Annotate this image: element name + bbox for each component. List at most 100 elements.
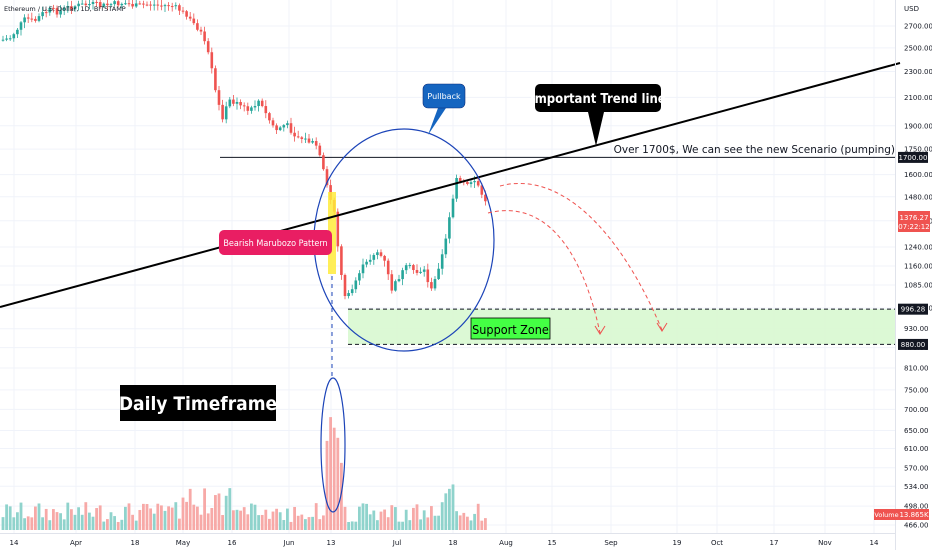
volume-bar bbox=[368, 514, 372, 530]
candle-body bbox=[5, 38, 8, 40]
volume-bar bbox=[91, 516, 95, 530]
x-tick-label: Aug bbox=[499, 539, 513, 547]
candle-body bbox=[440, 254, 444, 269]
volume-bar bbox=[185, 501, 188, 530]
price-axis[interactable]: USD 2700.00 2500.00 2300.00 2100.00 1900.00 1… bbox=[874, 0, 932, 550]
volume-value-text: 13.865K bbox=[899, 511, 928, 519]
volume-bar bbox=[84, 502, 88, 530]
volume-bar bbox=[415, 504, 419, 530]
volume-bar bbox=[124, 506, 127, 530]
current-price-text: 1376.27 bbox=[900, 214, 929, 222]
candle-body bbox=[368, 259, 372, 262]
volume-bar bbox=[163, 510, 167, 530]
candle-body bbox=[174, 5, 178, 7]
x-tick-label: Oct bbox=[711, 539, 723, 547]
volume-bar bbox=[419, 519, 422, 530]
volume-bar bbox=[217, 493, 221, 530]
candle-body bbox=[433, 279, 437, 289]
volume-bar bbox=[95, 508, 98, 530]
timeframe-label: Daily Timeframe bbox=[119, 385, 277, 421]
volume-bar bbox=[332, 427, 336, 530]
volume-bar bbox=[296, 515, 300, 530]
volume-bar bbox=[311, 516, 314, 530]
candle-body bbox=[293, 132, 296, 137]
candle-body bbox=[224, 106, 228, 120]
candle-body bbox=[365, 261, 368, 265]
candle-body bbox=[30, 18, 34, 20]
volume-bar bbox=[307, 517, 311, 530]
volume-bar bbox=[473, 513, 476, 530]
timeframe-text: Daily Timeframe bbox=[119, 393, 277, 415]
candle-body bbox=[34, 18, 37, 21]
volume-bar bbox=[30, 517, 34, 530]
volume-bar bbox=[325, 440, 329, 530]
volume-bar bbox=[19, 502, 23, 530]
candle-body bbox=[221, 104, 224, 120]
candle-body bbox=[55, 8, 59, 15]
volume-bar bbox=[458, 515, 462, 530]
volume-bar bbox=[235, 509, 239, 530]
volume-bar bbox=[228, 488, 232, 530]
volume-bar bbox=[264, 509, 268, 530]
volume-bar bbox=[98, 505, 102, 530]
candle-body bbox=[336, 211, 340, 247]
y-tick-label: 700.00 bbox=[904, 406, 929, 414]
y-tick-label: 2300.00 bbox=[904, 68, 932, 76]
candle-body bbox=[41, 12, 44, 17]
x-tick-label: Nov bbox=[818, 539, 832, 547]
candle-body bbox=[178, 5, 181, 11]
volume-bar bbox=[433, 515, 437, 530]
pullback-label: Pullback bbox=[422, 83, 466, 109]
currency-label: USD bbox=[904, 5, 919, 13]
volume-bar bbox=[350, 521, 354, 530]
volume-bar bbox=[246, 514, 250, 530]
candle-body bbox=[210, 52, 214, 69]
volume-bar bbox=[275, 508, 278, 530]
candle-body bbox=[473, 181, 476, 183]
candle-body bbox=[246, 106, 250, 111]
support-text: Support Zone bbox=[472, 322, 549, 337]
volume-bar bbox=[160, 505, 163, 530]
volume-bar bbox=[178, 518, 181, 530]
candle-body bbox=[77, 3, 80, 7]
y-tick-label: 1750.00 bbox=[904, 146, 932, 154]
candle-body bbox=[167, 5, 170, 7]
volume-bar bbox=[156, 503, 160, 530]
candle-body bbox=[199, 29, 203, 32]
volume-bar bbox=[77, 507, 80, 530]
trend-line bbox=[0, 62, 901, 308]
x-ticks: 14 Apr 18 May 16 Jun 13 Jul 18 Aug 15 Sep 19 Oct 17 Nov… bbox=[10, 539, 879, 547]
volume-bar bbox=[149, 508, 152, 530]
volume-bar bbox=[62, 519, 66, 530]
volume-bar bbox=[347, 521, 350, 530]
volume-bar bbox=[52, 509, 55, 530]
candle-body bbox=[19, 22, 23, 30]
candle-body bbox=[480, 185, 484, 195]
volume-bar bbox=[181, 497, 185, 530]
candle-body bbox=[44, 12, 48, 14]
candle-body bbox=[397, 279, 401, 282]
candle-body bbox=[466, 181, 469, 184]
x-tick-label: Jun bbox=[283, 539, 295, 547]
time-axis[interactable]: 14 Apr 18 May 16 Jun 13 Jul 18 Aug 15 Sep 19 Oct 17 Nov… bbox=[0, 533, 895, 548]
volume-bar bbox=[66, 502, 70, 530]
volume-bar bbox=[253, 504, 257, 530]
candle-body bbox=[228, 99, 232, 107]
volume-bar bbox=[469, 520, 473, 530]
volume-bar bbox=[466, 516, 469, 530]
volume-bar bbox=[376, 520, 379, 530]
volume-bar bbox=[304, 519, 307, 530]
volume-bar bbox=[131, 514, 134, 530]
volume-bar bbox=[12, 517, 16, 530]
volume-bar bbox=[372, 510, 376, 530]
volume-bar bbox=[314, 503, 318, 530]
x-tick-label: 18 bbox=[449, 539, 458, 547]
candle-body bbox=[455, 177, 458, 199]
candle-body bbox=[80, 3, 84, 5]
candle-body bbox=[138, 3, 142, 5]
y-tick-label: 810.00 bbox=[904, 364, 929, 372]
candle-body bbox=[59, 10, 62, 15]
candle-body bbox=[394, 281, 397, 291]
volume-bar bbox=[293, 506, 296, 530]
